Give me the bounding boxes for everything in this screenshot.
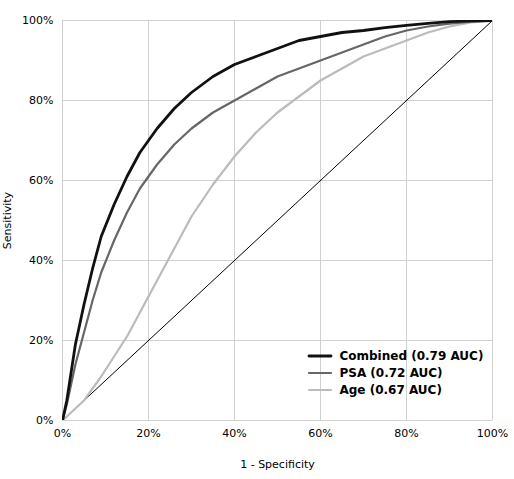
svg-text:0%: 0%: [54, 427, 71, 440]
svg-text:40%: 40%: [29, 254, 53, 267]
svg-text:80%: 80%: [29, 94, 53, 107]
svg-text:100%: 100%: [22, 14, 53, 27]
html-text:Age (0.67 AUC): Age (0.67 AUC): [339, 383, 442, 397]
svg-text:20%: 20%: [136, 427, 160, 440]
svg-text:60%: 60%: [29, 174, 53, 187]
svg-text:Sensitivity: Sensitivity: [1, 191, 14, 249]
svg-text:1 - Specificity: 1 - Specificity: [240, 458, 315, 471]
svg-text:20%: 20%: [29, 334, 53, 347]
svg-text:100%: 100%: [477, 427, 508, 440]
svg-text:60%: 60%: [308, 427, 332, 440]
html-text:Combined (0.79 AUC): Combined (0.79 AUC): [339, 349, 484, 363]
svg-text:80%: 80%: [394, 427, 418, 440]
svg-text:0%: 0%: [36, 414, 53, 427]
html-text:PSA (0.72 AUC): PSA (0.72 AUC): [339, 366, 443, 380]
svg-text:40%: 40%: [222, 427, 246, 440]
